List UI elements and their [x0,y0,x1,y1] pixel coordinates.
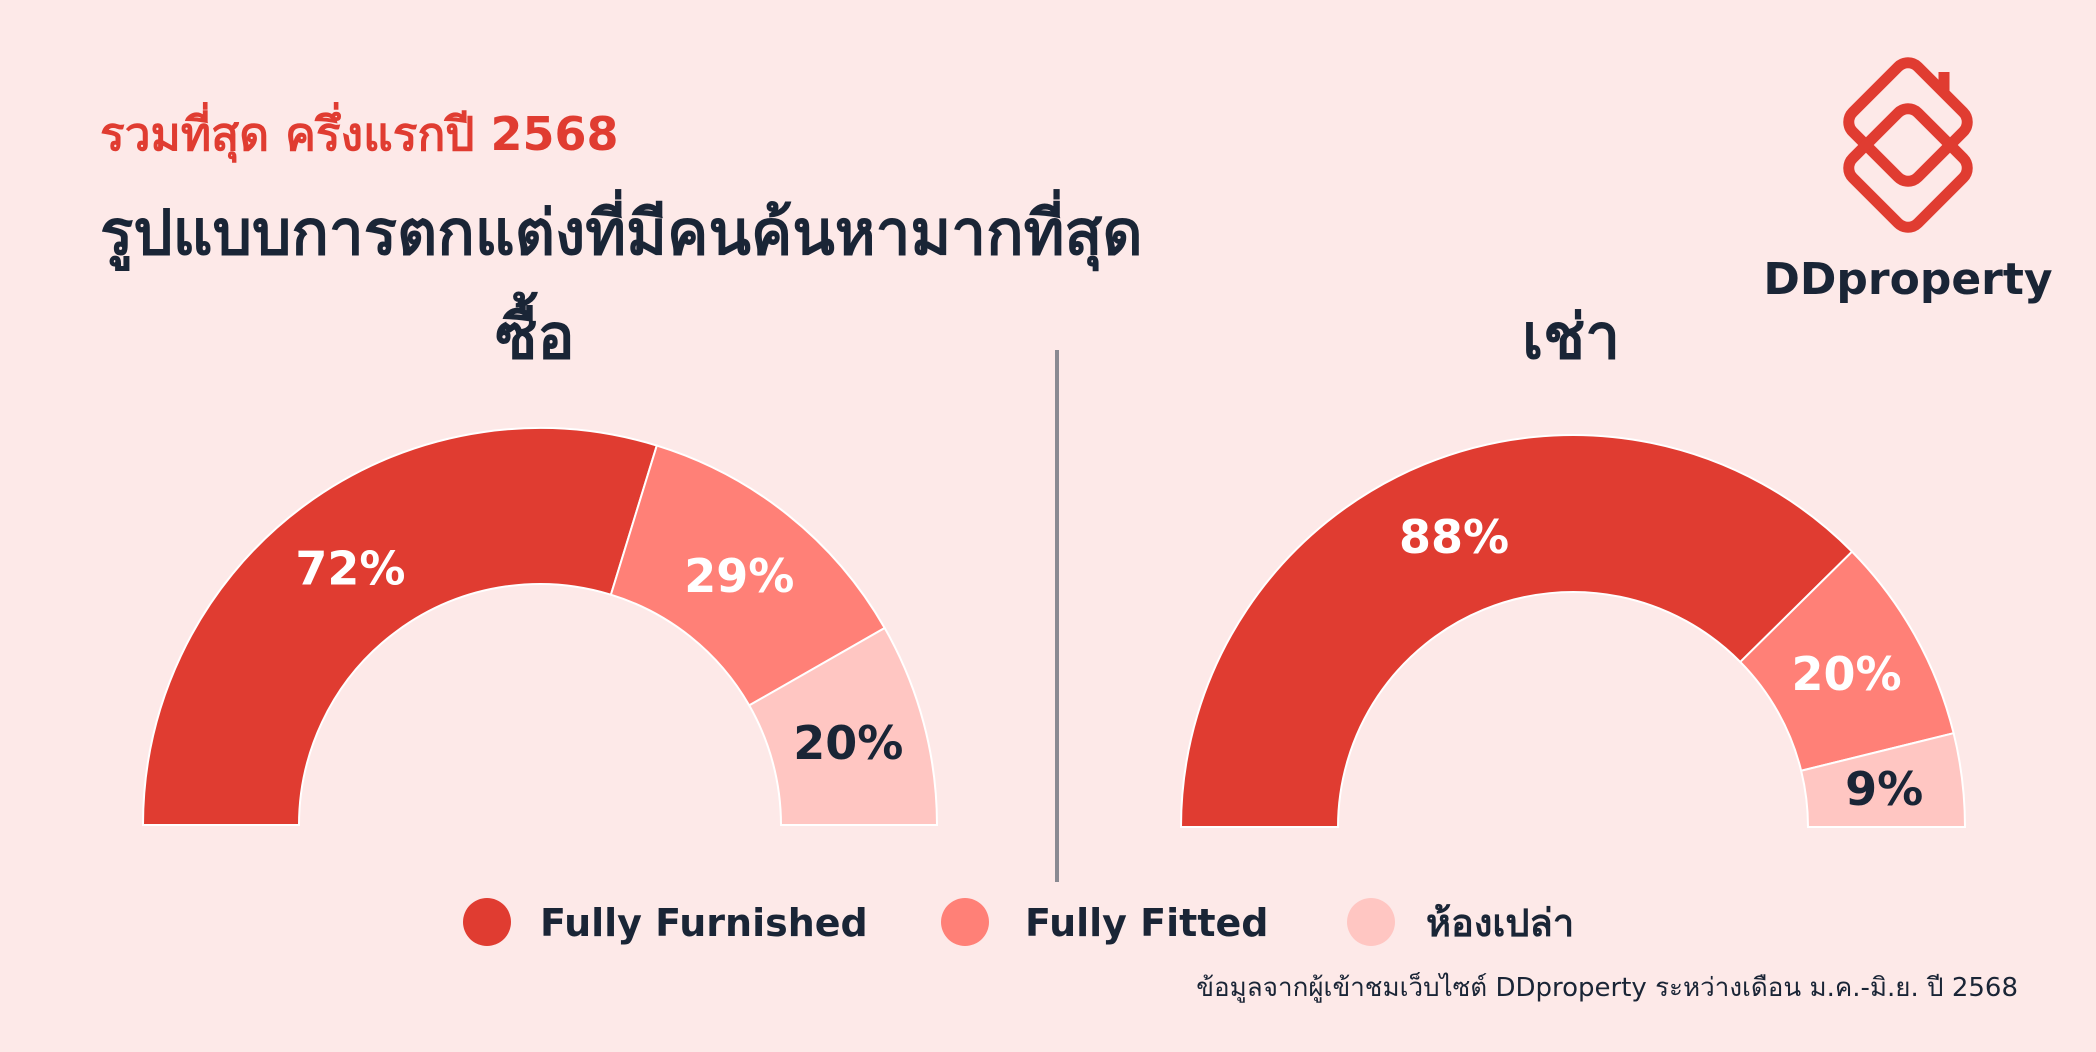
value-label: 20% [1792,647,1902,701]
donut-segment [747,626,939,826]
legend-swatch [941,898,989,946]
logo-diamond [1843,103,1973,233]
chart-title: เช่า [1522,300,1620,373]
legend-label: Fully Furnished [540,901,868,945]
chart-title: ซื้อ [495,291,574,373]
donut-segment [1799,731,1967,828]
subtitle: รวมที่สุด ครึ่งแรกปี 2568 [100,102,619,163]
donut-segment [141,427,659,826]
legend: Fully Furnished Fully Fitted ห้องเปล่า [463,898,1574,946]
source-note: ข้อมูลจากผู้เข้าชมเว็บไซต์ DDproperty ระ… [1196,971,2018,1003]
value-label: 20% [793,716,903,770]
donut-segment [1179,434,1854,828]
value-label: 29% [684,549,794,603]
value-label: 9% [1845,762,1923,816]
legend-label: Fully Fitted [1025,901,1268,945]
legend-swatch [463,898,511,946]
brand: DDproperty [1763,254,2052,305]
legend-swatch [1347,898,1395,946]
title: รูปแบบการตกแต่งที่มีคนค้นหามากที่สุด [100,189,1143,271]
logo-icon [1843,57,1973,233]
value-label: 72% [295,541,405,595]
value-label: 88% [1399,510,1509,564]
legend-label: ห้องเปล่า [1426,901,1574,945]
